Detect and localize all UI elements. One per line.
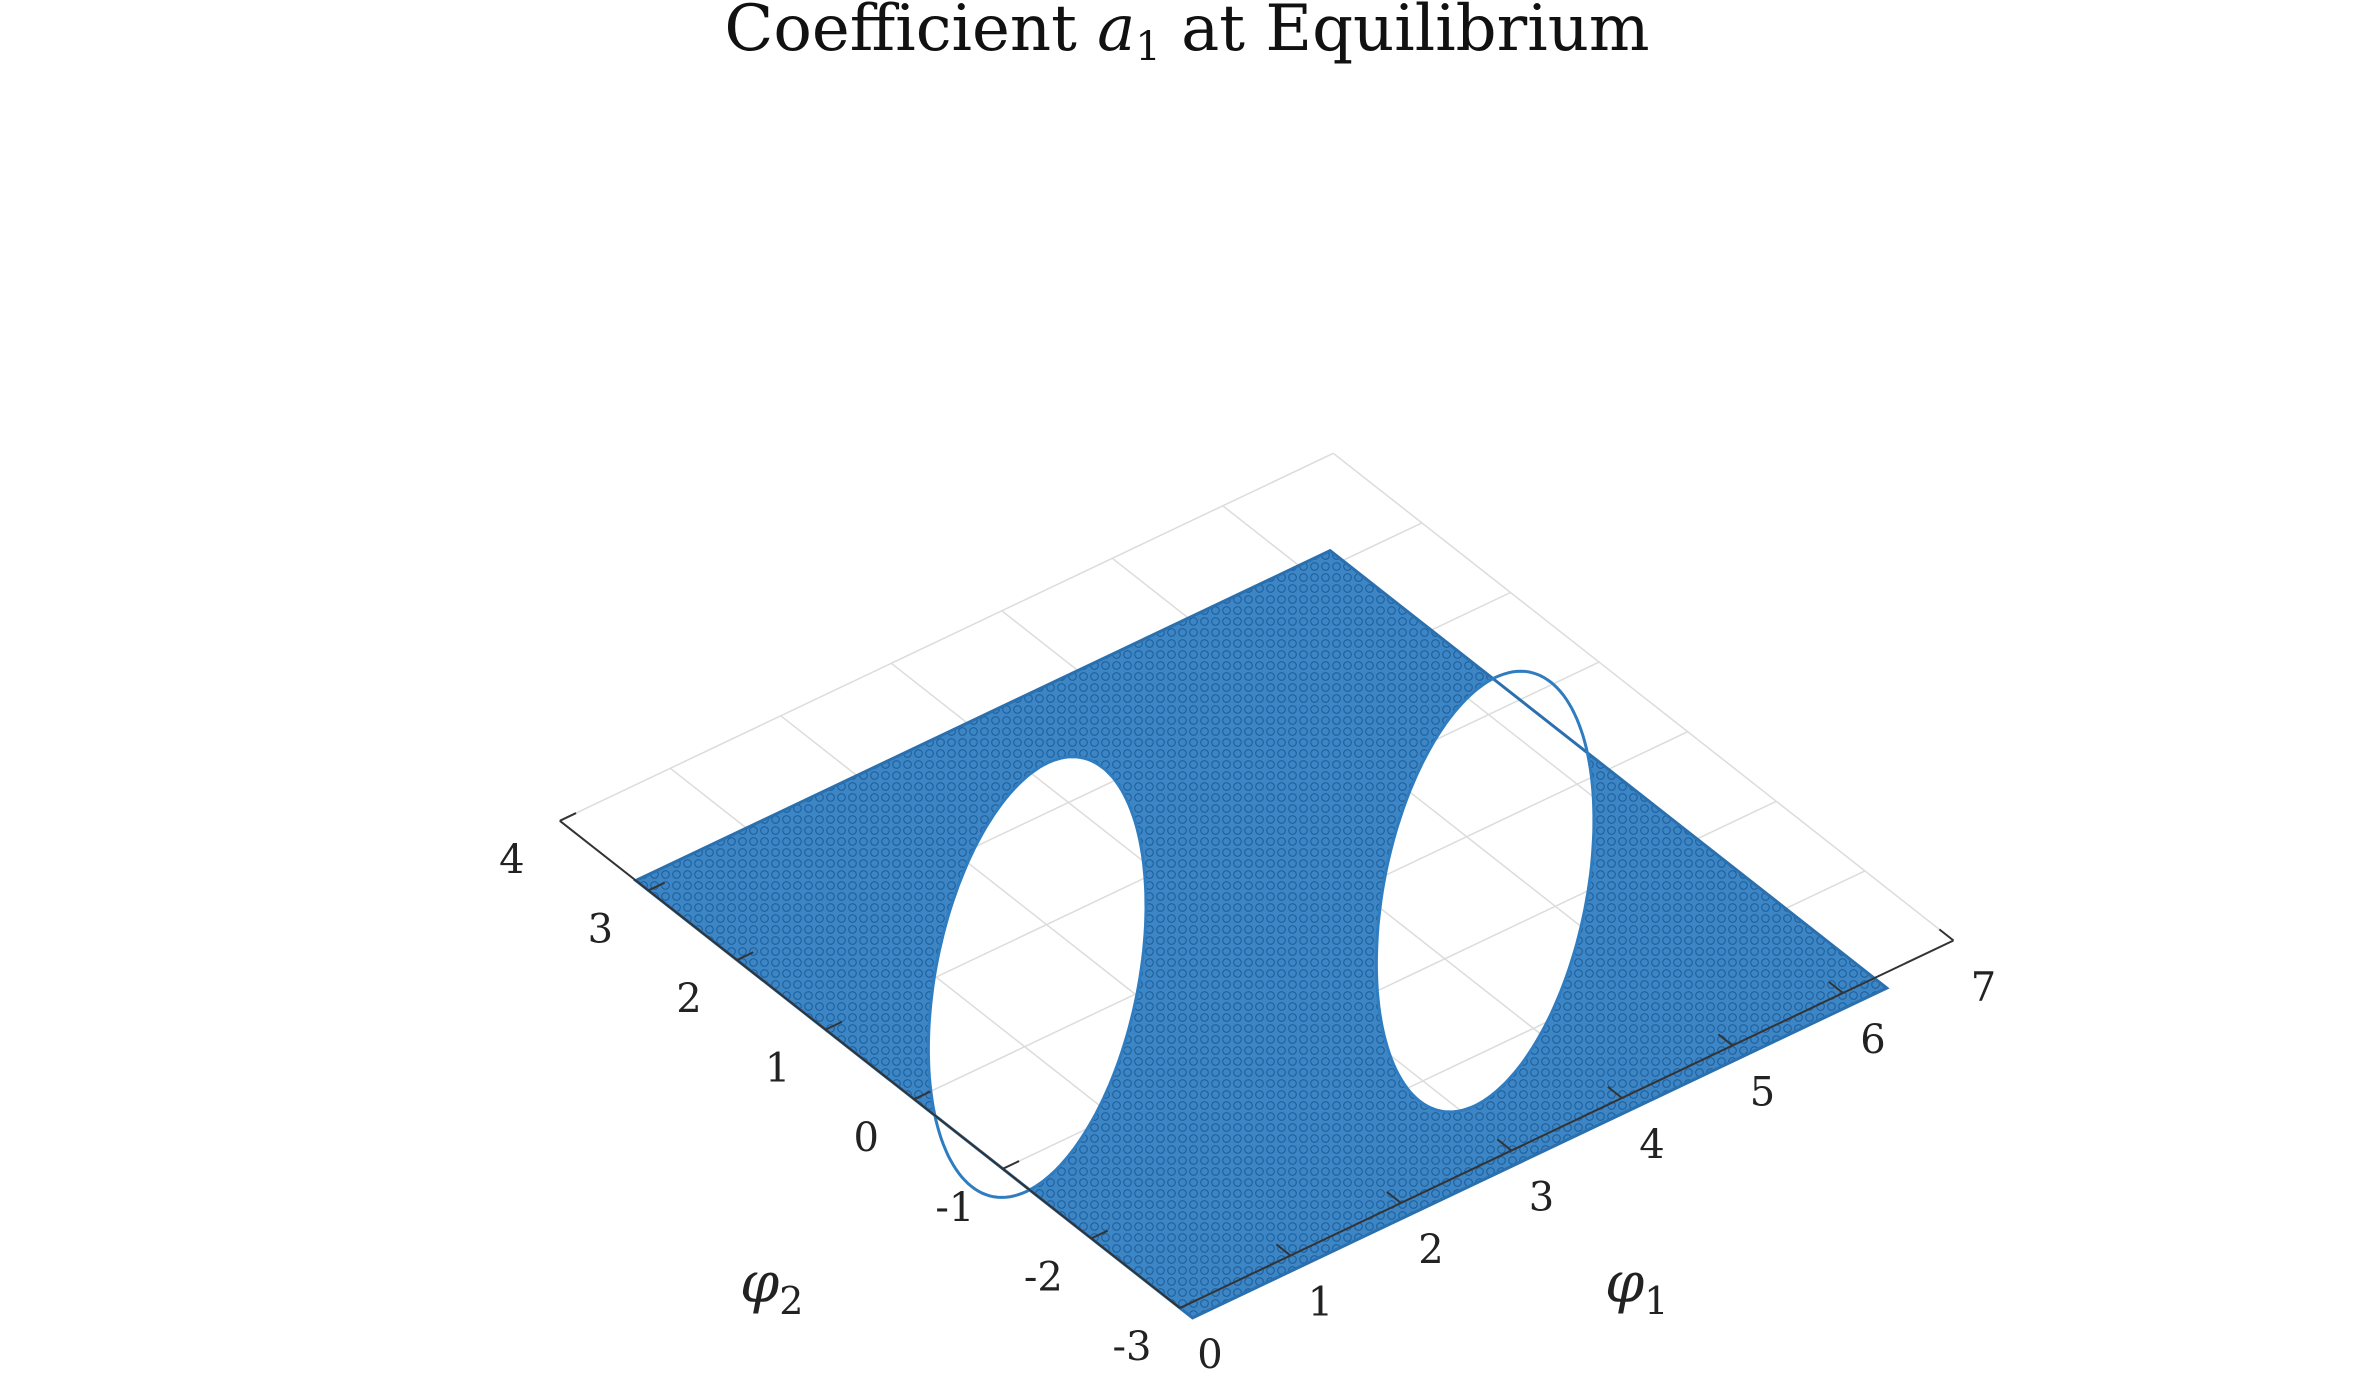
x-tick-label: 3 — [1529, 1175, 1554, 1221]
x-tick-label: 0 — [1197, 1332, 1222, 1378]
grid-line-y — [559, 452, 1334, 822]
y-tick-label: 1 — [765, 1046, 790, 1092]
y-tick-mark — [647, 881, 666, 892]
x-tick-mark — [1607, 1086, 1623, 1099]
y-tick-mark — [1002, 1160, 1020, 1170]
y-tick-label: 4 — [499, 837, 524, 883]
x-axis-label: φ1 — [1605, 1251, 1668, 1323]
x-tick-label: 4 — [1639, 1122, 1664, 1168]
x-tick-mark — [1938, 928, 1955, 942]
y-tick-mark — [559, 812, 577, 822]
x-tick-mark — [1165, 1296, 1181, 1309]
y-tick-label: 0 — [853, 1115, 878, 1161]
y-tick-mark — [825, 1020, 843, 1031]
scatter-point-cloud — [635, 550, 1887, 1318]
tick-labels: 0 1 2 3 4 5 6 7 -3 -2 -1 0 1 2 3 4 — [499, 812, 1996, 1378]
x-tick-mark — [1275, 1243, 1292, 1257]
empty-region-edge-2 — [1374, 669, 1596, 1114]
y-tick-label: -1 — [935, 1185, 974, 1231]
y-tick-label: -3 — [1113, 1324, 1152, 1370]
y-tick-mark — [913, 1090, 931, 1101]
x-tick-mark — [1386, 1191, 1402, 1204]
empty-region-edge-1 — [926, 755, 1148, 1199]
x-tick-mark — [1496, 1138, 1513, 1152]
y-tick-label: 2 — [676, 976, 701, 1022]
y-tick-label: -2 — [1024, 1254, 1063, 1300]
x-tick-mark — [1717, 1033, 1734, 1047]
y-tick-mark — [1179, 1299, 1197, 1309]
x-tick-label: 7 — [1971, 965, 1996, 1011]
x-tick-label: 5 — [1750, 1070, 1775, 1116]
chart-title: Coefficient a1 at Equilibrium — [724, 0, 1649, 70]
x-axis-line — [1179, 939, 1954, 1309]
grid-line-x — [1332, 452, 1954, 942]
y-tick-mark — [1090, 1229, 1109, 1240]
x-tick-mark — [1828, 981, 1844, 994]
axes — [559, 820, 1954, 1309]
y-axis-label: φ2 — [740, 1251, 803, 1323]
y-tick-label: 3 — [588, 906, 613, 952]
x-tick-label: 2 — [1418, 1227, 1443, 1273]
y-axis-line — [559, 820, 1181, 1309]
x-tick-label: 6 — [1860, 1017, 1885, 1063]
y-tick-mark — [736, 951, 754, 961]
x-tick-label: 1 — [1308, 1280, 1333, 1326]
